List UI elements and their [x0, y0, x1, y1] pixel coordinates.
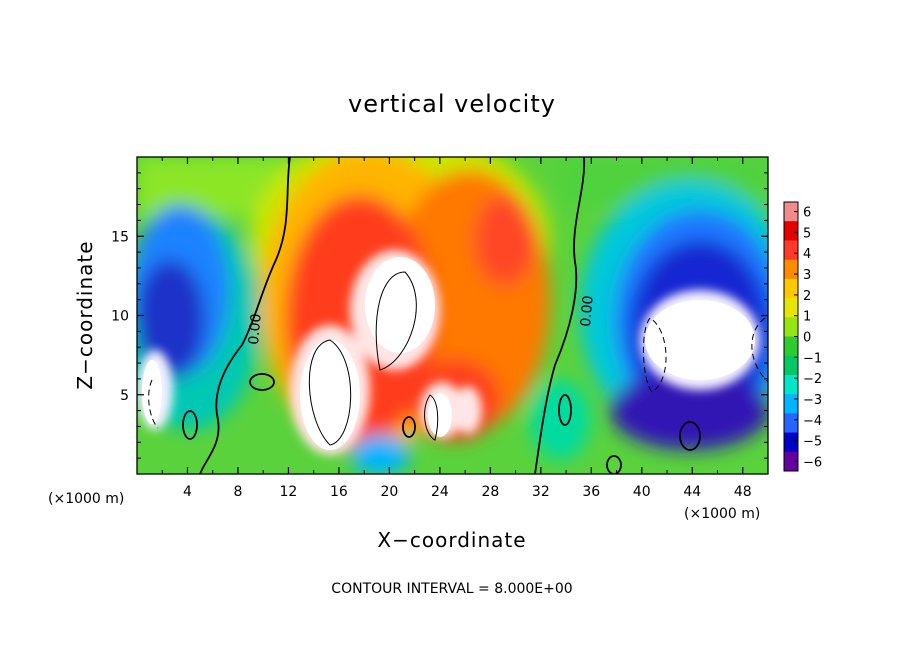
- x-axis: 4 8 12 16 20 24 28 32 36 40 44 48: [161, 157, 752, 500]
- colorbar-tick-label: 0: [803, 331, 811, 346]
- heatmap-field: [137, 157, 768, 474]
- contour-label-left: 0.00: [246, 313, 265, 345]
- x-tick-label: 36: [582, 484, 600, 500]
- colorbar-swatch: [784, 298, 798, 318]
- x-tick-label: 40: [633, 484, 651, 500]
- colorbar-swatch: [784, 336, 798, 357]
- colorbar-tick-label: −6: [803, 455, 822, 470]
- x-tick-label: 32: [532, 484, 550, 500]
- colorbar-swatch: [784, 317, 798, 337]
- x-tick-label: 12: [280, 484, 298, 500]
- y-tick-label: 10: [111, 309, 129, 325]
- y-axis-label: Z−coordinate: [73, 240, 97, 389]
- colorbar-swatch: [784, 278, 798, 299]
- x-axis-label: X−coordinate: [377, 528, 526, 552]
- y-tick-label: 15: [111, 229, 129, 245]
- colorbar-tick-label: 6: [803, 206, 811, 221]
- x-unit-right: (×1000 m): [684, 506, 760, 522]
- colorbar-tick-label: 5: [803, 226, 811, 241]
- x-tick-label: 20: [380, 484, 398, 500]
- x-tick-label: 16: [330, 484, 348, 500]
- colorbar-tick-label: 4: [803, 247, 811, 262]
- colorbar-swatch: [784, 451, 798, 472]
- x-unit-left: (×1000 m): [48, 491, 124, 507]
- colorbar-swatch: [784, 221, 798, 241]
- colorbar-swatch: [784, 374, 798, 395]
- colorbar-swatch: [784, 432, 798, 453]
- colorbar-tick-label: −2: [803, 372, 822, 387]
- colorbar-tick-label: 3: [803, 268, 811, 283]
- colorbar-tick-label: −5: [803, 435, 822, 450]
- colorbar-tick-label: −4: [803, 414, 822, 429]
- colorbar-tick-label: 1: [803, 310, 811, 325]
- colorbar-swatch: [784, 259, 798, 280]
- colorbar-swatch: [784, 202, 798, 222]
- colorbar-swatch: [784, 394, 798, 414]
- x-tick-label: 24: [431, 484, 449, 500]
- x-tick-label: 4: [183, 484, 192, 500]
- x-tick-label: 44: [683, 484, 701, 500]
- colorbar-tick-label: −1: [803, 351, 822, 366]
- colorbar-swatch: [784, 240, 798, 261]
- x-tick-label: 8: [233, 484, 242, 500]
- colorbar-swatch: [784, 355, 798, 376]
- colorbar-tick-label: 2: [803, 289, 811, 304]
- y-tick-label: 5: [120, 388, 129, 404]
- colorbar: 6 5 4 3 2 1 0 −1 −2 −3 −4 −5 −6: [783, 201, 822, 472]
- contour-interval-note: CONTOUR INTERVAL = 8.000E+00: [331, 581, 572, 597]
- contour-label-right: 0.00: [578, 295, 597, 327]
- y-axis: 5 10 15: [111, 172, 768, 459]
- x-tick-label: 48: [734, 484, 752, 500]
- chart-title: vertical velocity: [348, 90, 556, 118]
- x-tick-label: 28: [481, 484, 499, 500]
- colorbar-tick-label: −3: [803, 393, 822, 408]
- colorbar-swatch: [784, 413, 798, 434]
